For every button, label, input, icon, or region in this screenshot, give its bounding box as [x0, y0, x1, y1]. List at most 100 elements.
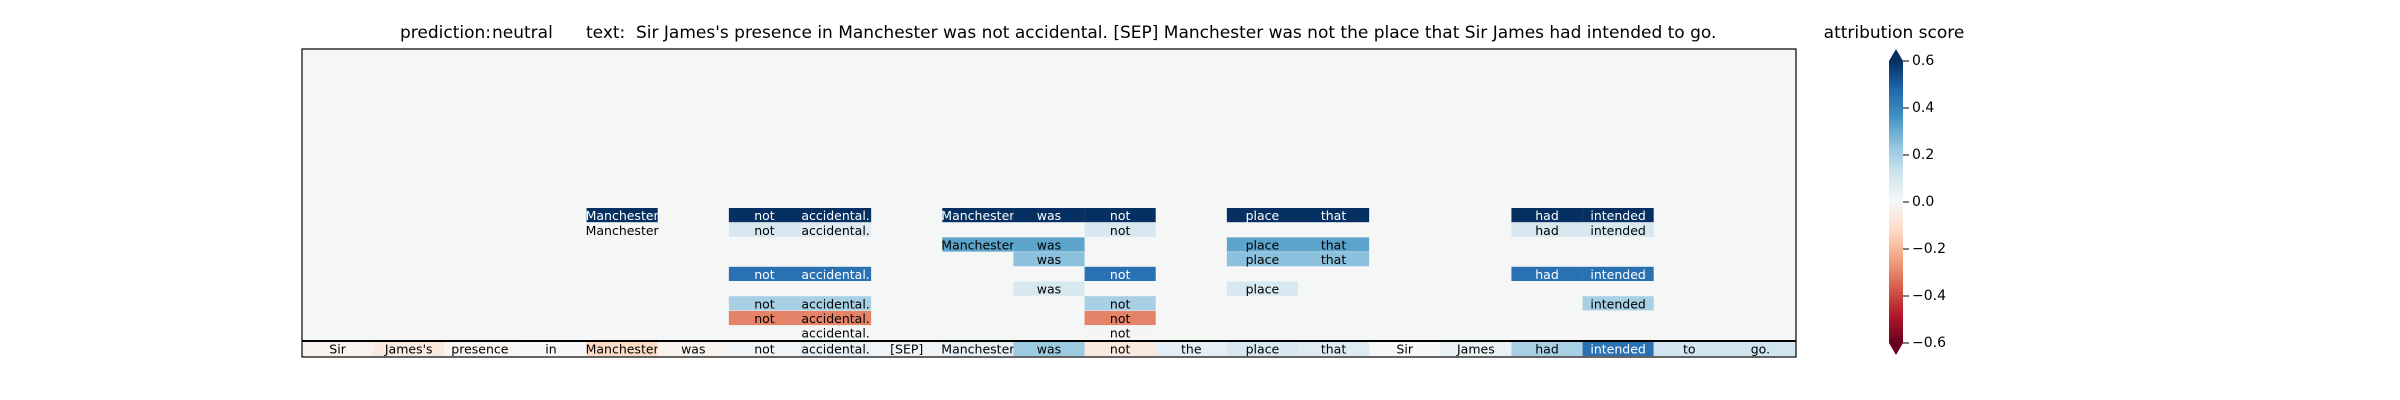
- token-label-3: in: [545, 342, 556, 357]
- attr-label-23: not: [754, 267, 775, 282]
- attr-label-4: was: [1037, 208, 1061, 223]
- colorbar-tick-label-2: 0.2: [1912, 147, 1934, 163]
- token-cell-7: [800, 341, 872, 356]
- attr-label-15: intended: [1590, 223, 1645, 238]
- attr-cell-5: [1084, 208, 1156, 223]
- colorbar: attribution score 0.6 0.4 0.2 0.0 −0.2 −0.4 −0…: [1824, 23, 1965, 355]
- token-cell-8: [871, 341, 943, 356]
- attr-cell-0: [586, 208, 658, 223]
- attr-cell-31: [800, 296, 872, 311]
- token-cell-17: [1511, 341, 1583, 356]
- attr-cell-3: [942, 208, 1014, 223]
- attr-label-30: not: [754, 296, 775, 311]
- attr-label-20: was: [1037, 252, 1061, 267]
- attr-cell-27: [1582, 266, 1654, 281]
- token-label-20: go.: [1751, 342, 1770, 357]
- token-label-10: was: [1037, 342, 1061, 357]
- attr-label-24: accidental.: [801, 267, 869, 282]
- colorbar-extend-top: [1889, 49, 1903, 61]
- colorbar-gradient: [1889, 61, 1903, 343]
- attr-label-35: accidental.: [801, 311, 869, 326]
- attr-cell-29: [1226, 281, 1298, 296]
- attr-cell-9: [1582, 208, 1654, 223]
- attr-label-22: that: [1321, 252, 1346, 267]
- token-label-12: the: [1181, 342, 1202, 357]
- token-cell-14: [1298, 341, 1370, 356]
- attr-label-18: place: [1246, 238, 1280, 253]
- attr-label-2: accidental.: [801, 208, 869, 223]
- attr-label-7: that: [1321, 208, 1346, 223]
- attr-cell-13: [1084, 222, 1156, 237]
- token-cell-1: [373, 341, 445, 356]
- attr-label-21: place: [1246, 252, 1280, 267]
- attr-label-16: Manchester: [941, 238, 1015, 253]
- token-label-4: Manchester: [586, 342, 660, 357]
- token-cell-0: [302, 341, 374, 356]
- token-label-15: Sir: [1396, 342, 1413, 357]
- token-label-0: Sir: [329, 342, 346, 357]
- attr-cell-11: [728, 222, 800, 237]
- token-label-8: [SEP]: [890, 342, 923, 357]
- attr-cell-4: [1013, 208, 1085, 223]
- attr-label-31: accidental.: [801, 296, 869, 311]
- token-cell-15: [1369, 341, 1441, 356]
- token-cell-12: [1155, 341, 1227, 356]
- token-cell-3: [515, 341, 587, 356]
- attr-cell-14: [1511, 222, 1583, 237]
- attr-cell-1: [728, 208, 800, 223]
- attr-cell-20: [1013, 252, 1085, 267]
- attr-cell-19: [1298, 237, 1370, 252]
- attr-label-3: Manchester: [941, 208, 1015, 223]
- token-label-5: was: [681, 342, 705, 357]
- token-cell-5: [657, 341, 729, 356]
- colorbar-tick-label-5: −0.4: [1912, 288, 1946, 304]
- attr-cell-34: [728, 310, 800, 326]
- attr-cell-23: [728, 266, 800, 281]
- token-cell-2: [444, 341, 516, 356]
- attr-cell-7: [1298, 208, 1370, 223]
- colorbar-title: attribution score: [1824, 23, 1965, 43]
- token-label-11: not: [1110, 342, 1131, 357]
- token-label-18: intended: [1590, 342, 1645, 357]
- colorbar-tick-label-4: −0.2: [1912, 241, 1946, 257]
- attr-cell-35: [800, 310, 872, 326]
- attr-cell-12: [800, 222, 872, 237]
- attr-label-10: Manchester: [586, 223, 660, 238]
- attr-cell-21: [1226, 252, 1298, 267]
- attr-label-38: not: [1110, 326, 1131, 341]
- attr-label-0: Manchester: [586, 208, 660, 223]
- colorbar-tick-label-1: 0.4: [1912, 100, 1934, 116]
- attr-cell-33: [1582, 296, 1654, 311]
- attr-cell-24: [800, 266, 872, 281]
- token-cell-19: [1653, 341, 1725, 356]
- token-label-16: James: [1456, 342, 1495, 357]
- token-cell-11: [1084, 341, 1156, 356]
- attr-label-32: not: [1110, 296, 1131, 311]
- token-cell-18: [1582, 341, 1654, 356]
- attr-cell-17: [1013, 237, 1085, 252]
- colorbar-tick-label-3: 0.0: [1912, 194, 1934, 210]
- token-cell-20: [1724, 341, 1796, 356]
- token-label-7: accidental.: [801, 342, 869, 357]
- attr-label-29: place: [1246, 282, 1280, 297]
- attr-cell-28: [1013, 281, 1085, 296]
- token-label-19: to: [1683, 342, 1696, 357]
- token-label-6: not: [754, 342, 775, 357]
- attr-label-19: that: [1321, 238, 1346, 253]
- attr-cell-18: [1226, 237, 1298, 252]
- attr-label-17: was: [1037, 238, 1061, 253]
- token-cell-10: [1013, 341, 1085, 356]
- attr-label-12: accidental.: [801, 223, 869, 238]
- attr-label-5: not: [1110, 208, 1131, 223]
- attr-cell-37: [800, 325, 872, 340]
- token-label-17: had: [1535, 342, 1559, 357]
- attr-label-37: accidental.: [801, 326, 869, 341]
- attr-label-28: was: [1037, 282, 1061, 297]
- token-label-9: Manchester: [941, 342, 1015, 357]
- token-cell-6: [728, 341, 800, 356]
- text-label: text:: [586, 23, 625, 43]
- token-label-1: James's: [384, 342, 433, 357]
- colorbar-extend-bottom: [1889, 343, 1903, 355]
- attr-label-36: not: [1110, 311, 1131, 326]
